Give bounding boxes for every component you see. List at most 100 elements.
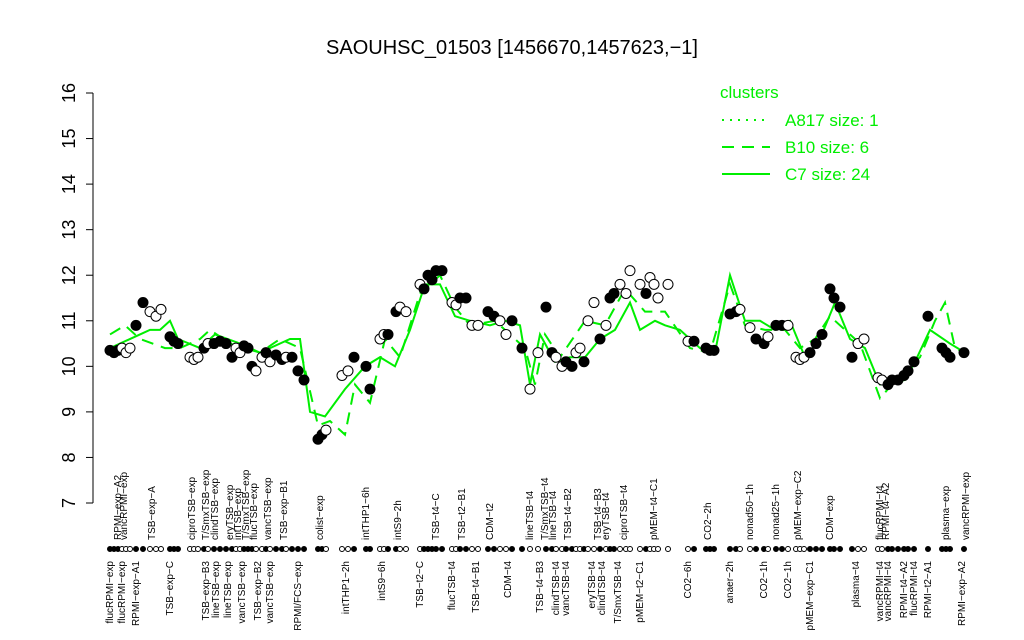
point <box>292 365 304 377</box>
point <box>418 283 430 295</box>
point <box>846 351 858 363</box>
point <box>348 351 360 363</box>
x-label-bottom: T/SmxTSB−t4 <box>613 561 624 624</box>
point <box>550 351 562 363</box>
point <box>958 347 970 359</box>
x-label-top: CO2−2h <box>703 502 714 540</box>
rug-mark <box>861 546 867 552</box>
x-label-bottom: clindTSB−t4 <box>551 561 562 616</box>
point <box>220 338 232 350</box>
rug-mark <box>765 546 771 552</box>
x-label-top: plasma−exp <box>941 485 952 540</box>
rug-mark <box>627 546 633 552</box>
point <box>155 303 167 315</box>
y-tick-label: 10 <box>59 356 79 376</box>
point <box>172 338 184 350</box>
x-label-top: colist−exp <box>315 495 326 540</box>
x-label-bottom: intTHP1−2h <box>341 561 352 614</box>
rug-mark <box>779 546 785 552</box>
point <box>648 278 660 290</box>
point <box>286 351 298 363</box>
rug-mark <box>211 546 217 552</box>
rug-mark <box>295 546 301 552</box>
x-label-bottom: TSB−exp−B2 <box>253 561 264 621</box>
legend-title: clusters <box>720 83 779 102</box>
x-label-top: flucTSB−exp <box>249 483 260 540</box>
x-label-top: RPMI−exp−A2 <box>113 475 124 540</box>
rug-mark <box>655 546 661 552</box>
rug-mark <box>463 546 469 552</box>
x-label-top: pMEM−exp−C2 <box>793 470 804 540</box>
rug-mark <box>457 546 463 552</box>
rug-mark <box>855 546 861 552</box>
rug-mark <box>961 546 967 552</box>
rug-mark <box>947 546 953 552</box>
point <box>762 331 774 343</box>
point <box>652 292 664 304</box>
rug-mark <box>385 546 391 552</box>
legend-label: A817 size: 1 <box>785 111 879 130</box>
rug-mark <box>801 546 807 552</box>
point <box>524 383 536 395</box>
rug-mark <box>849 546 855 552</box>
point <box>540 301 552 313</box>
point <box>744 322 756 334</box>
point <box>400 306 412 318</box>
rug-mark <box>509 546 515 552</box>
point <box>908 356 920 368</box>
point <box>902 365 914 377</box>
point <box>634 278 646 290</box>
x-label-top: TSB−t2−B1 <box>457 488 468 540</box>
x-label-top: RPMI−t4−A2 <box>881 482 892 540</box>
x-label-bottom: lineTSB−exp <box>223 561 234 618</box>
y-tick-label: 13 <box>59 220 79 240</box>
x-label-top: eryTSB−t4 <box>601 492 612 540</box>
point <box>242 342 254 354</box>
x-label-bottom: CO2−6h <box>683 561 694 599</box>
point <box>364 383 376 395</box>
x-label-bottom: TSB−t4−B3 <box>535 561 546 613</box>
x-label-top: CDM−t2 <box>485 503 496 540</box>
x-label-top: intTSB−exp <box>233 488 244 540</box>
rug-mark <box>497 546 503 552</box>
rug-mark <box>807 546 813 552</box>
y-tick-label: 14 <box>59 174 79 194</box>
rug-mark <box>147 546 153 552</box>
rug-mark <box>433 546 439 552</box>
point <box>494 315 506 327</box>
x-label-top: nonad50−1h <box>745 484 756 540</box>
rug-mark <box>367 546 373 552</box>
rug-mark <box>591 546 597 552</box>
point <box>192 351 204 363</box>
x-label-top: ciproTSB−t4 <box>619 484 630 540</box>
x-label-top: intTHP1−6h <box>361 487 372 540</box>
point <box>472 319 484 331</box>
rug-mark <box>611 546 617 552</box>
y-tick-label: 15 <box>59 129 79 149</box>
rug-mark <box>223 546 229 552</box>
rug-mark <box>475 546 481 552</box>
point <box>708 344 720 356</box>
y-tick-label: 16 <box>59 83 79 103</box>
x-label-top: intS9−2h <box>393 500 404 540</box>
point <box>824 283 836 295</box>
point <box>662 278 674 290</box>
point <box>137 297 149 309</box>
y-tick-label: 9 <box>59 407 79 417</box>
x-label-bottom: TSB−t2−C <box>415 561 426 608</box>
rug-mark <box>351 546 357 552</box>
x-label-bottom: pMEM−exp−C1 <box>805 561 816 631</box>
rug-mark <box>205 546 211 552</box>
rug-mark <box>439 546 445 552</box>
rug-mark <box>879 546 885 552</box>
x-label-top: T/SmxTSB−exp <box>241 469 252 540</box>
x-label-bottom: flucRPMI−exp <box>117 561 128 624</box>
rug-mark <box>553 546 559 552</box>
point <box>608 287 620 299</box>
x-label-top: vancRPMI−exp <box>961 471 972 540</box>
point <box>566 360 578 372</box>
rug-mark <box>273 546 279 552</box>
rug-mark <box>585 546 591 552</box>
rug-mark <box>837 546 843 552</box>
rug-mark <box>563 546 569 552</box>
